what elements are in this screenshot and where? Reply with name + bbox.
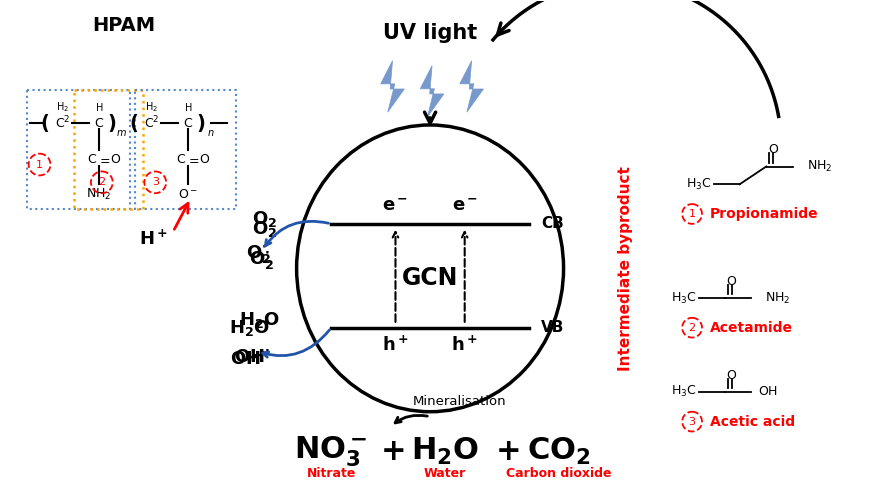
Text: $\mathrm{C}$: $\mathrm{C}$ <box>183 117 192 130</box>
Text: 2: 2 <box>98 177 105 187</box>
Text: $\mathbf{OH^{\bullet}}$: $\mathbf{OH^{\bullet}}$ <box>234 348 270 366</box>
Text: $\mathbf{e^-}$: $\mathbf{e^-}$ <box>382 197 409 215</box>
Text: $\mathbf{H^+}$: $\mathbf{H^+}$ <box>139 229 168 248</box>
Text: $\mathbf{OH^{\bullet}}$: $\mathbf{OH^{\bullet}}$ <box>230 350 266 368</box>
Text: $\mathrm{=}$: $\mathrm{=}$ <box>186 153 200 166</box>
Text: $\mathbf{e^-}$: $\mathbf{e^-}$ <box>452 197 478 215</box>
Text: $\mathrm{NH_2}$: $\mathrm{NH_2}$ <box>86 187 112 202</box>
Ellipse shape <box>297 125 564 412</box>
Text: 2: 2 <box>689 322 696 333</box>
Text: CB: CB <box>541 216 564 231</box>
Polygon shape <box>459 61 484 112</box>
Text: Acetamide: Acetamide <box>710 321 793 335</box>
Text: $\mathrm{NH_2}$: $\mathrm{NH_2}$ <box>807 159 832 174</box>
Text: $\mathbf{O_2}$: $\mathbf{O_2}$ <box>252 219 276 239</box>
Polygon shape <box>381 61 404 112</box>
Text: $\mathrm{OH}$: $\mathrm{OH}$ <box>759 386 779 399</box>
Text: $\mathrm{H_3C}$: $\mathrm{H_3C}$ <box>671 291 697 306</box>
Text: Intermediate byproduct: Intermediate byproduct <box>619 166 634 371</box>
Text: $\mathrm{C}$: $\mathrm{C}$ <box>94 117 104 130</box>
Text: O: O <box>727 275 737 288</box>
Text: O: O <box>768 143 778 156</box>
Text: Acetic acid: Acetic acid <box>710 415 795 428</box>
Text: 1: 1 <box>36 160 43 170</box>
Text: $\mathrm{H_2}$: $\mathrm{H_2}$ <box>56 100 69 114</box>
Text: $\mathbf{+}$: $\mathbf{+}$ <box>495 437 520 466</box>
Text: 3: 3 <box>151 177 158 187</box>
Text: Propionamide: Propionamide <box>710 207 818 221</box>
Text: $\mathrm{NH_2}$: $\mathrm{NH_2}$ <box>766 291 791 306</box>
Text: $\mathbf{CO_2}$: $\mathbf{CO_2}$ <box>527 436 591 467</box>
Text: $\mathbf{h^+}$: $\mathbf{h^+}$ <box>452 336 478 355</box>
Text: (: ( <box>129 113 138 133</box>
Text: ): ) <box>196 113 205 133</box>
Bar <box>136 91 236 209</box>
Text: $\mathbf{h^+}$: $\mathbf{h^+}$ <box>382 336 409 355</box>
Text: ): ) <box>108 113 116 133</box>
Text: 3: 3 <box>689 416 696 427</box>
Text: $\mathbf{H_2O}$: $\mathbf{H_2O}$ <box>411 436 479 467</box>
Text: $\mathrm{C}^{\mathsf{2}}$: $\mathrm{C}^{\mathsf{2}}$ <box>144 115 159 131</box>
Text: $\mathrm{O^-}$: $\mathrm{O^-}$ <box>178 187 198 201</box>
Text: $\mathrm{H}$: $\mathrm{H}$ <box>94 101 103 113</box>
Text: $\mathrm{H_3C}$: $\mathrm{H_3C}$ <box>671 384 697 400</box>
Text: Nitrate: Nitrate <box>306 467 356 480</box>
Text: GCN: GCN <box>402 266 458 290</box>
Text: $\mathrm{H}$: $\mathrm{H}$ <box>184 101 192 113</box>
Text: Carbon dioxide: Carbon dioxide <box>506 467 612 480</box>
Text: Water: Water <box>424 467 466 480</box>
Text: $\mathrm{O}$: $\mathrm{O}$ <box>110 153 122 166</box>
Bar <box>74 91 144 209</box>
Text: $\mathbf{O_2^{\bullet}}$: $\mathbf{O_2^{\bullet}}$ <box>248 250 274 271</box>
Text: $\mathbf{H_2O}$: $\mathbf{H_2O}$ <box>239 310 280 330</box>
Text: VB: VB <box>541 320 564 335</box>
Bar <box>26 91 130 209</box>
Text: $\mathbf{O_2}$: $\mathbf{O_2}$ <box>252 209 277 229</box>
Text: $\mathbf{+}$: $\mathbf{+}$ <box>381 437 405 466</box>
Text: $\mathbf{H_2O}$: $\mathbf{H_2O}$ <box>229 318 270 338</box>
Text: $\mathrm{H_2}$: $\mathrm{H_2}$ <box>144 100 158 114</box>
Text: UV light: UV light <box>383 23 477 43</box>
Text: n: n <box>207 128 214 138</box>
Text: $\mathrm{H_3C}$: $\mathrm{H_3C}$ <box>686 177 712 192</box>
Text: $\mathbf{NO_3^-}$: $\mathbf{NO_3^-}$ <box>295 434 368 469</box>
Text: Mineralisation: Mineralisation <box>413 395 507 408</box>
Text: $\mathrm{O}$: $\mathrm{O}$ <box>200 153 210 166</box>
Text: m: m <box>117 128 126 138</box>
Text: $\mathrm{C}^{\mathsf{2}}$: $\mathrm{C}^{\mathsf{2}}$ <box>54 115 70 131</box>
Text: $\mathrm{C}$: $\mathrm{C}$ <box>87 153 97 166</box>
Text: HPAM: HPAM <box>92 16 155 35</box>
Text: $\mathbf{O_2^{\bullet}}$: $\mathbf{O_2^{\bullet}}$ <box>246 242 271 265</box>
Text: (: ( <box>40 113 49 133</box>
Text: $\mathrm{=}$: $\mathrm{=}$ <box>97 153 110 166</box>
Text: $\mathrm{C}$: $\mathrm{C}$ <box>176 153 186 166</box>
Text: O: O <box>727 369 737 382</box>
Text: 1: 1 <box>689 209 696 219</box>
Polygon shape <box>420 66 444 117</box>
